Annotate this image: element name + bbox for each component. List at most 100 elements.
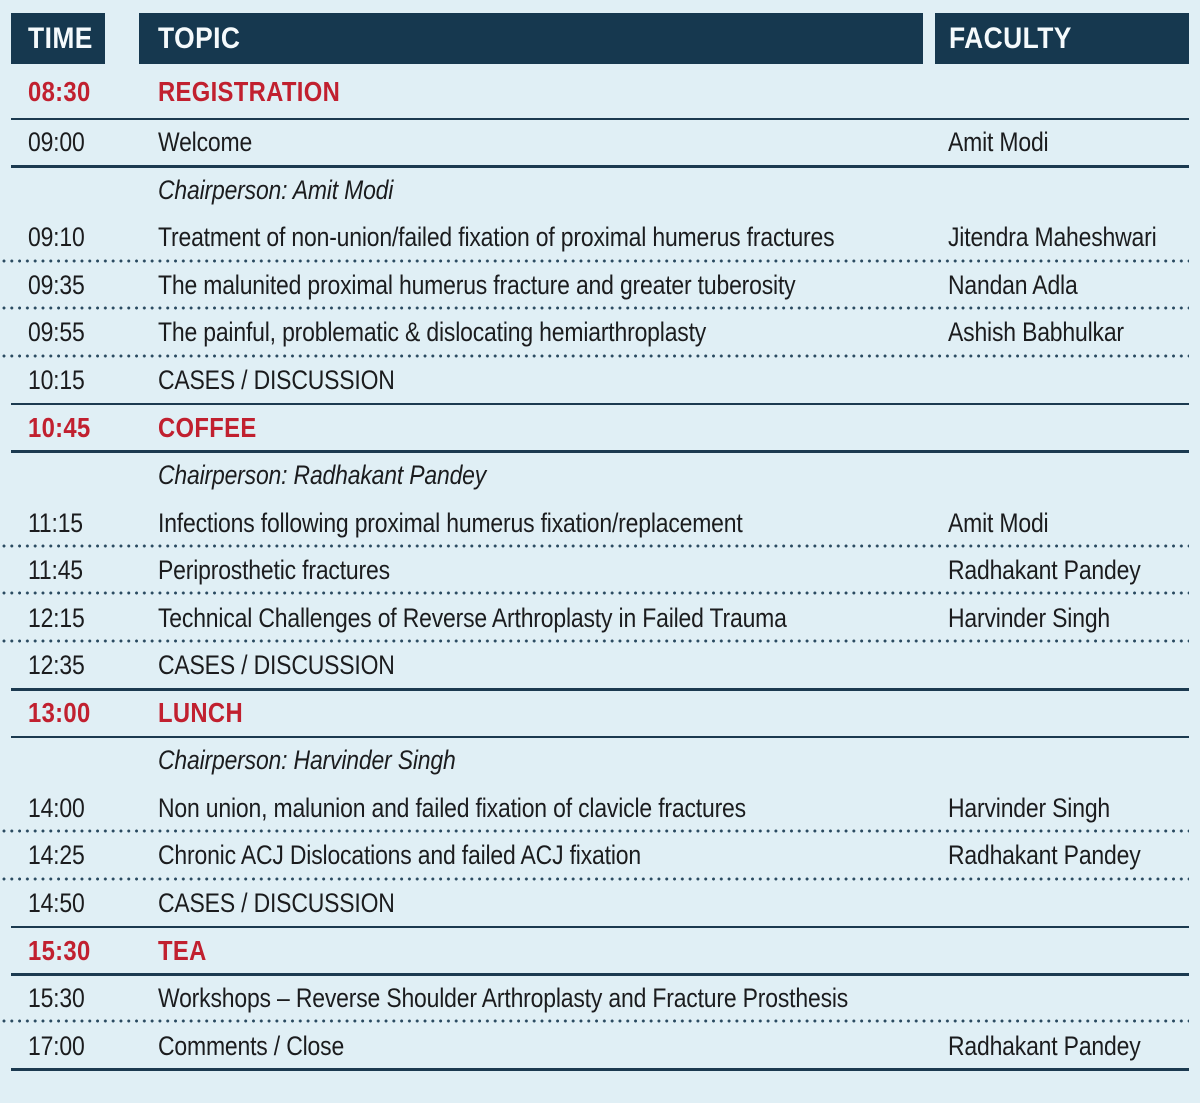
time-cell: 15:30 bbox=[11, 983, 158, 1014]
faculty-cell bbox=[948, 752, 1189, 770]
faculty-cell bbox=[948, 657, 1189, 675]
time-cell: 10:45 bbox=[11, 412, 158, 444]
table-row: 11:45 Periprosthetic fractures Radhakant… bbox=[2, 547, 1189, 596]
schedule-body: 08:30 REGISTRATION 09:00 Welcome Amit Mo… bbox=[2, 64, 1189, 1071]
time-value: 15:30 bbox=[28, 983, 85, 1014]
topic-cell: REGISTRATION bbox=[158, 76, 948, 108]
table-row: 17:00 Comments / Close Radhakant Pandey bbox=[11, 1022, 1189, 1071]
table-row: 10:15 CASES / DISCUSSION bbox=[11, 357, 1189, 405]
time-value: 14:25 bbox=[28, 840, 85, 871]
table-row: Chairperson: Harvinder Singh bbox=[11, 737, 1189, 785]
topic-cell: CASES / DISCUSSION bbox=[158, 365, 948, 396]
topic-cell: Chairperson: Radhakant Pandey bbox=[158, 460, 948, 491]
topic-cell: Workshops – Reverse Shoulder Arthroplast… bbox=[158, 983, 948, 1014]
time-cell: 13:00 bbox=[11, 697, 158, 729]
topic-value: The malunited proximal humerus fracture … bbox=[158, 269, 796, 300]
topic-value: Infections following proximal humerus fi… bbox=[158, 507, 743, 538]
time-value: 13:00 bbox=[28, 697, 91, 729]
time-value: 14:00 bbox=[28, 792, 85, 823]
table-row: Chairperson: Amit Modi bbox=[11, 167, 1189, 215]
time-value: 11:15 bbox=[28, 507, 83, 538]
time-cell: 12:15 bbox=[11, 603, 158, 634]
topic-cell: The malunited proximal humerus fracture … bbox=[158, 270, 948, 301]
faculty-cell bbox=[948, 467, 1189, 485]
topic-cell: COFFEE bbox=[158, 412, 948, 444]
faculty-value: Radhakant Pandey bbox=[948, 555, 1141, 586]
time-cell: 11:15 bbox=[11, 508, 158, 539]
topic-cell: The painful, problematic & dislocating h… bbox=[158, 317, 948, 348]
time-cell bbox=[11, 752, 158, 770]
table-row: 14:00 Non union, malunion and failed fix… bbox=[2, 785, 1189, 833]
time-cell: 14:00 bbox=[11, 793, 158, 824]
faculty-cell: Nandan Adla bbox=[948, 270, 1189, 301]
faculty-cell: Jitendra Maheshwari bbox=[948, 222, 1193, 253]
table-row: 15:30 TEA bbox=[11, 927, 1189, 976]
column-header-faculty: FACULTY bbox=[935, 13, 1189, 64]
time-value: 11:45 bbox=[28, 555, 83, 586]
topic-value: CASES / DISCUSSION bbox=[158, 365, 395, 395]
column-header-topic: TOPIC bbox=[139, 13, 923, 64]
time-cell: 09:55 bbox=[11, 317, 158, 348]
topic-value: Non union, malunion and failed fixation … bbox=[158, 792, 746, 823]
topic-value: The painful, problematic & dislocating h… bbox=[158, 317, 707, 348]
table-row: 15:30 Workshops – Reverse Shoulder Arthr… bbox=[2, 975, 1189, 1023]
topic-cell: CASES / DISCUSSION bbox=[158, 650, 948, 681]
time-cell: 08:30 bbox=[11, 76, 158, 108]
topic-cell: LUNCH bbox=[158, 697, 948, 729]
faculty-cell: Radhakant Pandey bbox=[948, 555, 1189, 586]
topic-value: Chairperson: Amit Modi bbox=[158, 174, 394, 205]
time-cell bbox=[11, 181, 158, 199]
time-cell: 09:10 bbox=[11, 222, 158, 253]
topic-cell: Technical Challenges of Reverse Arthropl… bbox=[158, 603, 948, 634]
table-row: 10:45 COFFEE bbox=[11, 404, 1189, 453]
topic-value: Chairperson: Harvinder Singh bbox=[158, 745, 456, 776]
topic-cell: Welcome bbox=[158, 127, 948, 158]
table-row: 14:25 Chronic ACJ Dislocations and faile… bbox=[2, 832, 1189, 881]
faculty-cell bbox=[948, 990, 1189, 1008]
table-row: 12:35 CASES / DISCUSSION bbox=[11, 642, 1189, 691]
topic-value: REGISTRATION bbox=[158, 75, 341, 107]
topic-value: LUNCH bbox=[158, 697, 243, 729]
time-cell: 11:45 bbox=[11, 555, 158, 586]
faculty-value: Amit Modi bbox=[948, 507, 1049, 538]
time-cell bbox=[11, 467, 158, 485]
topic-value: CASES / DISCUSSION bbox=[158, 888, 395, 919]
time-value: 14:50 bbox=[28, 888, 85, 919]
time-value: 09:35 bbox=[28, 269, 85, 300]
time-value: 12:35 bbox=[28, 650, 85, 681]
table-row: 09:55 The painful, problematic & disloca… bbox=[2, 309, 1189, 358]
faculty-value: Ashish Babhulkar bbox=[948, 317, 1124, 348]
table-row: 13:00 LUNCH bbox=[11, 690, 1189, 738]
faculty-cell: Amit Modi bbox=[948, 508, 1189, 539]
time-cell: 14:25 bbox=[11, 840, 158, 871]
faculty-value: Amit Modi bbox=[948, 127, 1049, 158]
topic-cell: TEA bbox=[158, 935, 948, 967]
topic-value: Treatment of non-union/failed fixation o… bbox=[158, 222, 835, 253]
topic-cell: Chairperson: Amit Modi bbox=[158, 175, 948, 206]
time-value: 17:00 bbox=[28, 1030, 85, 1061]
time-cell: 10:15 bbox=[11, 365, 158, 396]
time-cell: 09:35 bbox=[11, 270, 158, 301]
faculty-cell bbox=[948, 942, 1189, 960]
table-row: 09:00 Welcome Amit Modi bbox=[11, 119, 1189, 168]
time-cell: 17:00 bbox=[11, 1031, 158, 1062]
faculty-value: Jitendra Maheshwari bbox=[948, 222, 1157, 253]
faculty-cell: Harvinder Singh bbox=[948, 793, 1189, 824]
time-value: 12:15 bbox=[28, 602, 85, 633]
topic-cell: Infections following proximal humerus fi… bbox=[158, 508, 948, 539]
faculty-cell bbox=[948, 181, 1189, 199]
time-value: 10:15 bbox=[28, 365, 85, 395]
topic-value: Chairperson: Radhakant Pandey bbox=[158, 460, 487, 491]
topic-value: Comments / Close bbox=[158, 1030, 345, 1061]
column-header-faculty-label: FACULTY bbox=[949, 21, 1072, 55]
topic-cell: Comments / Close bbox=[158, 1031, 948, 1062]
conference-schedule: TIME TOPIC FACULTY 08:30 REGISTRATION 09… bbox=[0, 13, 1200, 1103]
time-value: 09:10 bbox=[28, 222, 85, 253]
faculty-value: Harvinder Singh bbox=[948, 792, 1111, 823]
topic-value: CASES / DISCUSSION bbox=[158, 650, 395, 681]
time-value: 10:45 bbox=[28, 412, 91, 444]
topic-cell: Periprosthetic fractures bbox=[158, 555, 948, 586]
topic-value: Workshops – Reverse Shoulder Arthroplast… bbox=[158, 983, 849, 1014]
topic-value: COFFEE bbox=[158, 412, 257, 444]
faculty-value: Harvinder Singh bbox=[948, 602, 1111, 633]
